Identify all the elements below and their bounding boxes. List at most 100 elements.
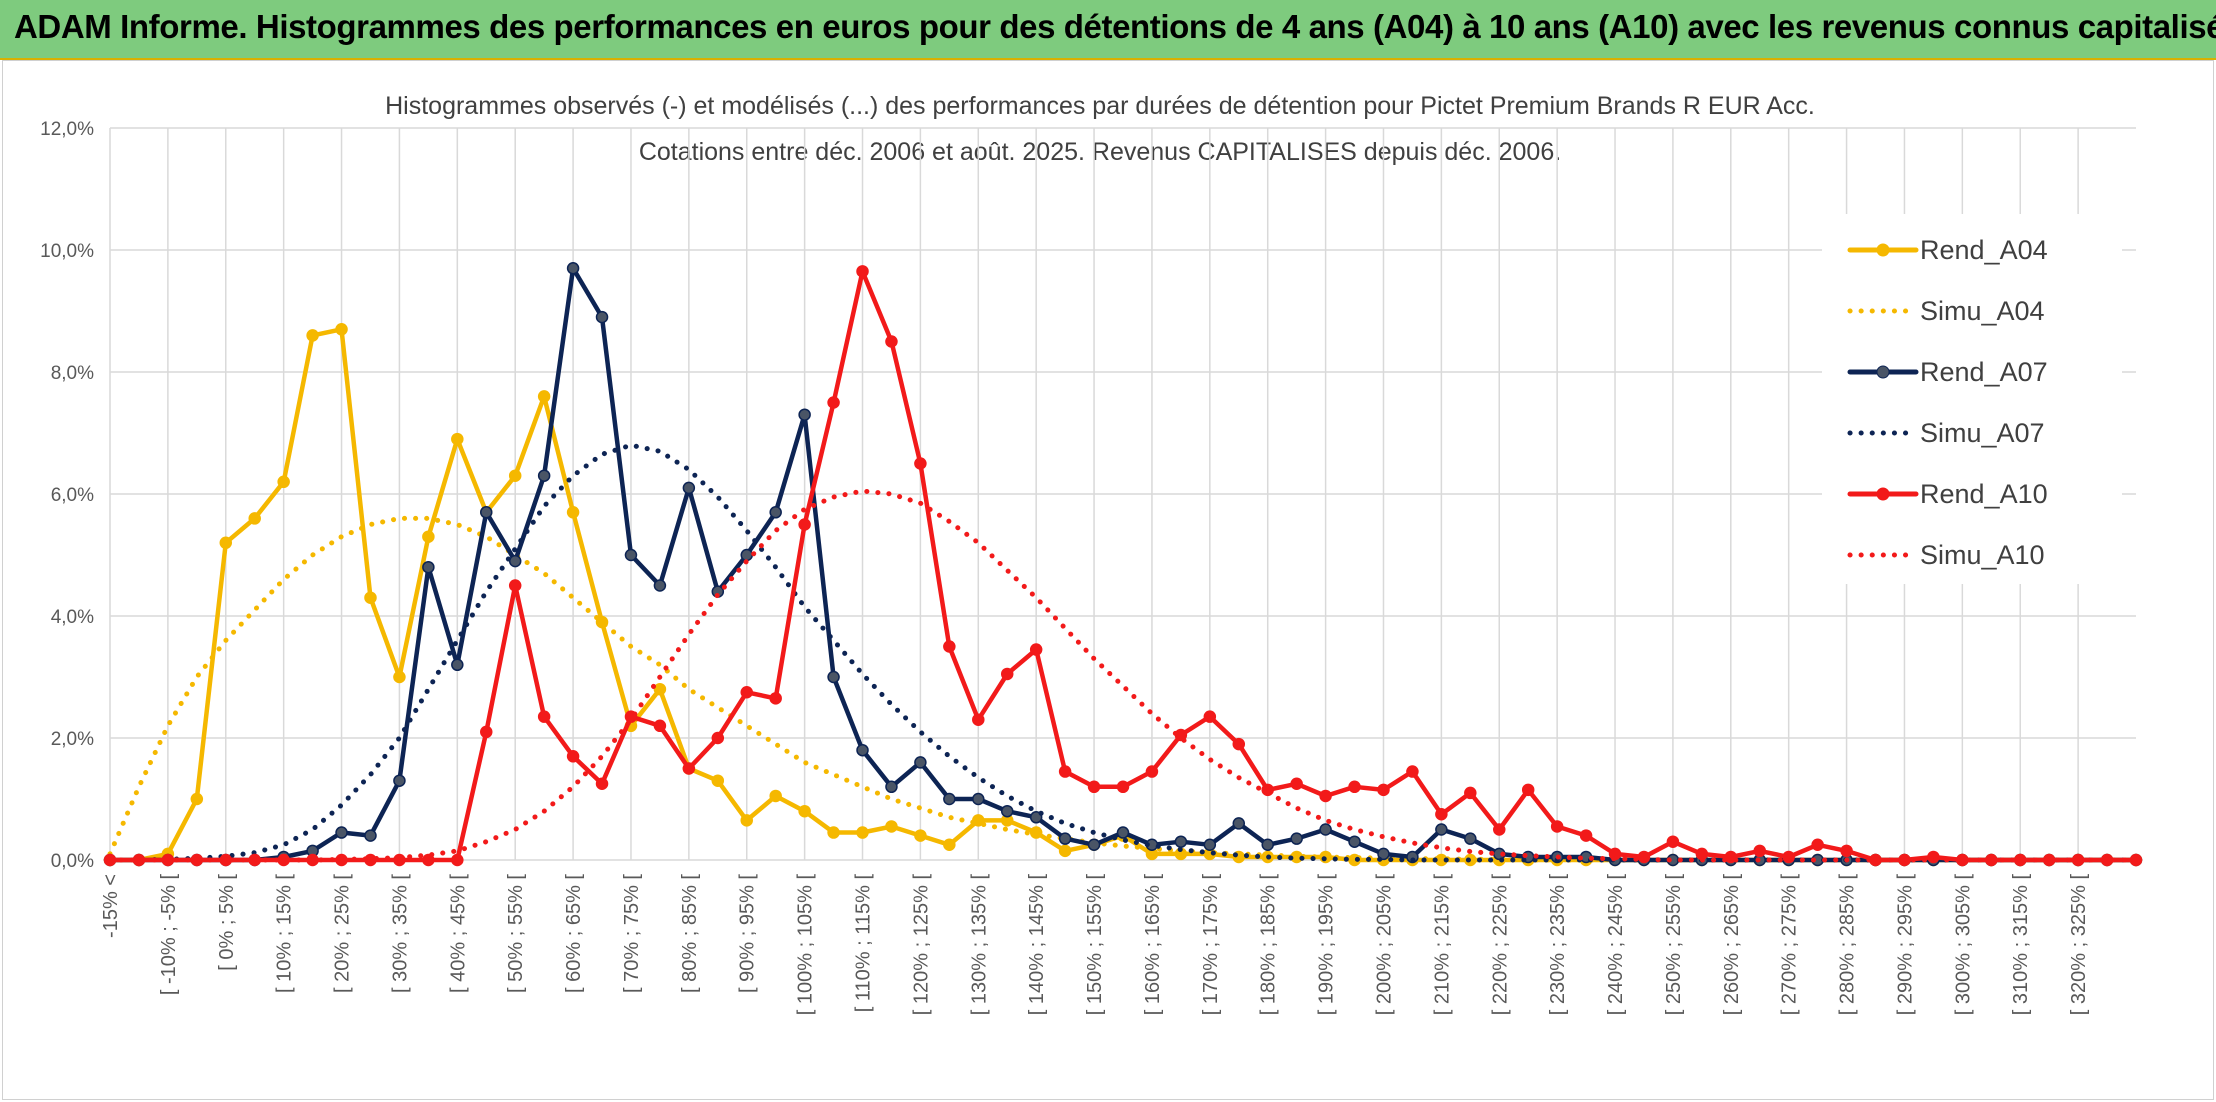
data-point-Rend_A10 xyxy=(480,725,493,739)
banner-title: ADAM Informe. Histogrammes des performan… xyxy=(14,8,2216,45)
data-point-Rend_A04 xyxy=(914,829,927,842)
data-point-Rend_A04 xyxy=(248,512,261,525)
data-point-Rend_A10 xyxy=(653,719,667,733)
y-tick-label: 12,0% xyxy=(40,119,94,140)
data-point-Rend_A07 xyxy=(740,548,753,562)
legend-marker xyxy=(1876,243,1890,257)
data-point-Rend_A10 xyxy=(943,640,956,653)
data-point-Rend_A07 xyxy=(798,408,811,421)
data-point-Rend_A04 xyxy=(277,475,290,489)
data-point-Rend_A07 xyxy=(422,560,435,574)
x-tick-label: [ 60% ; 65% [ xyxy=(563,874,585,993)
data-point-Rend_A07 xyxy=(1464,832,1477,845)
legend-label: Rend_A10 xyxy=(1920,479,2048,509)
histogram-chart: Histogrammes observés (-) et modélisés (… xyxy=(40,92,2143,1016)
data-point-Rend_A04 xyxy=(856,826,869,839)
data-point-Rend_A10 xyxy=(1058,765,1072,778)
data-point-Rend_A04 xyxy=(740,814,753,827)
data-point-Rend_A07 xyxy=(914,756,927,769)
data-point-Rend_A10 xyxy=(1464,786,1477,800)
legend-label: Simu_A04 xyxy=(1920,296,2045,326)
data-point-Rend_A07 xyxy=(1348,835,1361,848)
data-point-Rend_A10 xyxy=(1435,808,1448,821)
x-tick-label: [ 120% ; 125% [ xyxy=(910,874,932,1016)
x-tick-label: [ 320% ; 325% [ xyxy=(2068,874,2090,1016)
y-tick-label: 10,0% xyxy=(40,241,94,262)
data-point-Rend_A07 xyxy=(595,310,609,324)
data-point-Rend_A10 xyxy=(1087,780,1101,794)
data-point-Rend_A10 xyxy=(1145,765,1159,778)
x-tick-label: [ 300% ; 305% [ xyxy=(1952,874,1974,1016)
data-point-Rend_A10 xyxy=(1203,710,1217,723)
x-tick-label: [ 280% ; 285% [ xyxy=(1837,874,1859,1016)
x-tick-label: [ -10% ; -5% [ xyxy=(158,874,180,996)
data-point-Rend_A10 xyxy=(1840,844,1853,858)
data-point-Rend_A07 xyxy=(856,743,869,757)
legend-box xyxy=(1822,214,2122,584)
data-point-Rend_A04 xyxy=(653,682,667,696)
y-tick-label: 2,0% xyxy=(51,729,94,750)
x-tick-label: [ 10% ; 15% [ xyxy=(274,874,296,993)
legend-label: Rend_A07 xyxy=(1920,357,2048,387)
x-tick-label: [ 250% ; 255% [ xyxy=(1663,874,1685,1016)
data-point-Rend_A10 xyxy=(566,750,580,763)
data-point-Rend_A07 xyxy=(364,829,377,842)
data-point-Rend_A07 xyxy=(1232,817,1246,830)
x-tick-label: [ 290% ; 295% [ xyxy=(1894,874,1916,1016)
data-point-Rend_A04 xyxy=(306,329,319,342)
data-point-Rend_A07 xyxy=(1290,832,1303,845)
data-point-Rend_A07 xyxy=(1319,823,1332,836)
legend-marker xyxy=(1876,365,1890,379)
data-point-Rend_A10 xyxy=(595,777,609,790)
y-axis-ticks: 0,0% 2,0% 4,0% 6,0% 8,0% 10,0% 12,0% xyxy=(40,119,94,872)
y-tick-label: 6,0% xyxy=(51,485,94,506)
data-point-Rend_A07 xyxy=(1000,804,1014,818)
legend-label: Simu_A10 xyxy=(1920,540,2045,570)
data-point-Rend_A10 xyxy=(422,853,435,867)
data-point-Rend_A10 xyxy=(1666,835,1680,848)
data-point-Rend_A04 xyxy=(798,804,811,818)
data-point-Rend_A10 xyxy=(1029,643,1043,656)
data-point-Rend_A04 xyxy=(393,670,406,684)
data-point-Rend_A07 xyxy=(393,774,406,787)
data-point-Rend_A10 xyxy=(798,518,811,531)
data-point-Rend_A07 xyxy=(1203,838,1217,851)
data-point-Rend_A10 xyxy=(740,686,753,699)
data-point-Rend_A10 xyxy=(1550,820,1564,833)
y-tick-label: 0,0% xyxy=(51,851,94,872)
data-point-Rend_A07 xyxy=(1116,826,1130,839)
data-point-Rend_A07 xyxy=(1435,823,1448,836)
x-tick-label: [ 140% ; 145% [ xyxy=(1026,874,1048,1016)
data-point-Rend_A07 xyxy=(508,554,522,568)
data-point-Rend_A10 xyxy=(1348,780,1361,794)
x-tick-label: [ 150% ; 155% [ xyxy=(1084,874,1106,1016)
x-tick-label: [ 30% ; 35% [ xyxy=(389,874,411,993)
x-tick-label: -15% < xyxy=(100,874,122,938)
data-point-Rend_A04 xyxy=(508,469,522,482)
data-point-Rend_A07 xyxy=(1058,832,1072,845)
data-point-Rend_A10 xyxy=(827,396,840,409)
data-point-Rend_A04 xyxy=(190,792,204,806)
title-banner: ADAM Informe. Histogrammes des performan… xyxy=(0,0,2216,60)
legend: Rend_A04 Simu_A04 Rend_A07 Simu_A07 Rend_A10… xyxy=(1822,214,2122,584)
data-point-Rend_A07 xyxy=(682,481,696,495)
data-point-Rend_A10 xyxy=(914,457,927,470)
data-point-Rend_A07 xyxy=(566,262,580,275)
data-point-Rend_A07 xyxy=(769,506,782,519)
series-line-Simu_A07 xyxy=(107,442,2139,863)
x-tick-label: [ 110% ; 115% [ xyxy=(853,874,875,1013)
x-tick-label: [ 160% ; 165% [ xyxy=(1142,874,1164,1016)
data-point-Rend_A07 xyxy=(653,579,667,592)
data-point-Rend_A10 xyxy=(537,710,551,723)
data-point-Rend_A04 xyxy=(769,789,782,803)
chart-subtitle: Cotations entre déc. 2006 et août. 2025.… xyxy=(639,138,1561,166)
data-point-Rend_A04 xyxy=(943,838,956,851)
data-point-Rend_A10 xyxy=(306,853,319,867)
x-tick-label: [ 40% ; 45% [ xyxy=(447,874,469,993)
data-point-Rend_A07 xyxy=(827,670,840,684)
x-tick-label: [ 80% ; 85% [ xyxy=(679,874,701,993)
legend-label: Rend_A04 xyxy=(1920,235,2048,265)
x-tick-label: [ 0% ; 5% [ xyxy=(216,874,238,971)
data-point-Rend_A10 xyxy=(1406,765,1419,778)
data-point-Rend_A07 xyxy=(335,826,348,839)
